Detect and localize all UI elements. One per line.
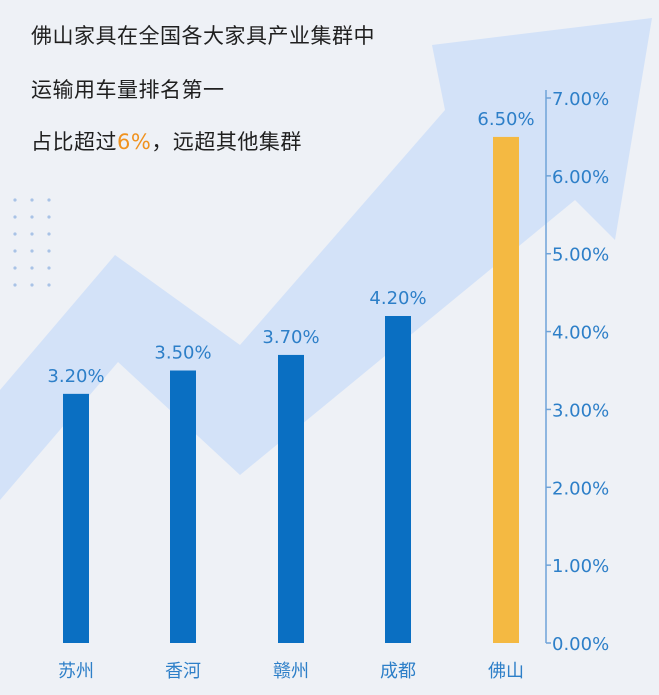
y-tick-label: 7.00% xyxy=(552,89,609,110)
bar xyxy=(170,370,196,643)
bar-value-label: 6.50% xyxy=(477,109,534,130)
headline-line-2: 运输用车量排名第一 xyxy=(31,78,225,102)
y-tick-label: 3.00% xyxy=(552,400,609,421)
bar xyxy=(385,316,411,643)
category-label: 香河 xyxy=(165,661,201,682)
y-tick-label: 5.00% xyxy=(552,245,609,266)
upward-arrow-shape xyxy=(0,18,652,500)
category-label: 赣州 xyxy=(273,661,309,682)
bar-value-label: 3.20% xyxy=(47,366,104,387)
bar xyxy=(278,354,304,643)
category-label: 苏州 xyxy=(58,661,94,682)
y-tick-label: 1.00% xyxy=(552,556,609,577)
y-tick-label: 2.00% xyxy=(552,478,609,499)
headline-line-1: 佛山家具在全国各大家具产业集群中 xyxy=(31,24,375,48)
y-tick-label: 6.00% xyxy=(552,167,609,188)
category-label: 佛山 xyxy=(488,661,524,682)
y-tick-label: 4.00% xyxy=(552,323,609,344)
dot-grid-decoration xyxy=(13,198,51,287)
category-label: 成都 xyxy=(380,661,416,682)
bar-value-label: 4.20% xyxy=(369,288,426,309)
bar xyxy=(493,136,519,643)
headline-line-3-suffix: ，远超其他集群 xyxy=(151,130,302,154)
headline-highlight-value: 6% xyxy=(117,130,152,154)
bar-value-label: 3.70% xyxy=(262,327,319,348)
headline-line-3-prefix: 占比超过 xyxy=(31,130,117,154)
y-tick-label: 0.00% xyxy=(552,634,609,655)
bar xyxy=(63,393,89,643)
bar-value-label: 3.50% xyxy=(154,343,211,364)
headline-line-3: 占比超过6%，远超其他集群 xyxy=(31,126,302,156)
